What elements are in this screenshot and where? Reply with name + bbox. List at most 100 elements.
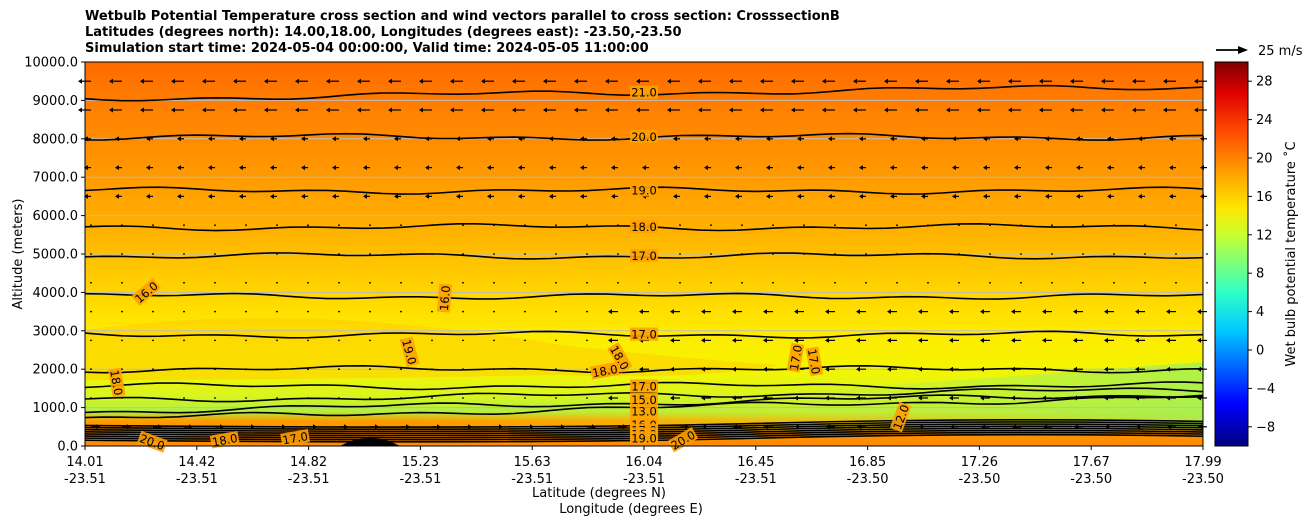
wind-vector <box>524 310 526 313</box>
colorbar-tick-label: 8 <box>1256 267 1264 282</box>
wind-vector-head <box>481 78 485 84</box>
wind-vector-head <box>140 78 144 84</box>
x-tick-label-lat: 16.45 <box>737 455 774 470</box>
x-tick-label-lon: -23.51 <box>64 472 106 487</box>
wind-vector <box>555 281 557 284</box>
y-tick-label: 10000.0 <box>24 56 78 71</box>
wind-vector-head <box>177 165 181 171</box>
wind-vector <box>183 310 185 313</box>
contour-label-bg <box>209 430 240 449</box>
wind-vector-head <box>887 337 891 343</box>
contour-label-bg <box>630 431 658 445</box>
wind-vector-head <box>642 165 646 171</box>
wind-vector-head <box>394 136 398 142</box>
wind-vector-head <box>419 107 423 113</box>
wind-vector-head <box>1166 337 1170 343</box>
wind-vector <box>338 339 340 342</box>
contour-label: 15.0 <box>631 393 657 407</box>
wind-vector-head <box>301 165 305 171</box>
wind-vector <box>369 253 371 255</box>
contour-label-group: 17.0 <box>805 346 824 377</box>
y-tick-label: 0.0 <box>57 440 78 455</box>
wind-vector-head <box>980 309 984 315</box>
wind-vector <box>183 339 185 342</box>
wind-vector <box>586 310 588 313</box>
wind-vector <box>338 368 340 371</box>
wind-vector-head <box>608 337 612 343</box>
wind-vector-head <box>1039 107 1043 113</box>
wind-vector-head <box>1169 165 1173 171</box>
wind-vector <box>245 281 247 284</box>
wind-vector <box>493 310 495 313</box>
wind-vector-head <box>791 78 795 84</box>
x-tick-label-lon: -23.51 <box>176 472 218 487</box>
y-tick-label: 4000.0 <box>33 286 79 301</box>
contour-line <box>84 425 1204 435</box>
wind-vector-head <box>670 395 674 401</box>
wind-vector <box>214 339 216 342</box>
wind-vector <box>90 310 92 313</box>
wind-vector-head <box>1070 78 1074 84</box>
x-tick-label-lat: 17.99 <box>1184 455 1221 470</box>
wind-vector <box>989 253 991 255</box>
y-axis: 0.0 1000.0 2000.0 3000.0 4000.0 5000.0 6000.0 7… <box>24 56 85 455</box>
quiver-key-arrowhead <box>1238 46 1248 54</box>
colorbar-tick-label: 4 <box>1256 305 1264 320</box>
wind-vector <box>431 310 433 313</box>
contour-label: 17.0 <box>281 429 309 447</box>
wind-vector-head <box>983 165 987 171</box>
wind-vector <box>679 281 681 284</box>
wind-vector-head <box>763 337 767 343</box>
wind-vector <box>524 253 526 255</box>
wind-vector <box>245 339 247 342</box>
wind-vector-head <box>270 193 274 199</box>
contour-label-bg <box>630 183 658 197</box>
wind-vector <box>1206 224 1208 227</box>
wind-vector-head <box>605 107 609 113</box>
wind-vector <box>462 224 464 227</box>
wind-vector-head <box>791 107 795 113</box>
wind-vector-head <box>301 193 305 199</box>
wind-vector-head <box>760 107 764 113</box>
wind-vector <box>865 281 867 284</box>
contour-line <box>84 433 1204 443</box>
wind-vector-head <box>1163 78 1167 84</box>
contour-line <box>84 421 1204 430</box>
wind-vector-head <box>326 78 330 84</box>
wind-vector <box>152 310 154 313</box>
wind-vector <box>307 281 309 284</box>
colorbar-tick-label: 0 <box>1256 344 1264 359</box>
wind-vector-head <box>701 309 705 315</box>
wind-vector <box>90 339 92 342</box>
wind-vector-head <box>766 165 770 171</box>
wind-vector-head <box>704 136 708 142</box>
colorbar-tick-label: 16 <box>1256 190 1273 205</box>
wind-vector <box>896 281 898 284</box>
wind-vector <box>555 397 557 399</box>
contour-label-group: 19.0 <box>399 336 420 367</box>
wind-vector-head <box>456 193 460 199</box>
chart-title-line-1: Wetbulb Potential Temperature cross sect… <box>85 9 840 24</box>
wind-vector-head <box>608 309 612 315</box>
wind-vector-head <box>983 193 987 199</box>
wind-vector-head <box>766 193 770 199</box>
contour-line <box>84 429 1204 439</box>
wind-vector <box>462 397 464 399</box>
wind-vector-head <box>1073 337 1077 343</box>
wind-vector-head <box>78 107 82 113</box>
wind-vector-head <box>295 107 299 113</box>
contour-line <box>84 292 1204 300</box>
wind-vector-head <box>760 78 764 84</box>
wind-vector <box>214 281 216 284</box>
wind-vector-head <box>946 107 950 113</box>
wind-vector-head <box>825 337 829 343</box>
wind-vector-head <box>580 165 584 171</box>
wind-vector <box>493 253 495 255</box>
contour-label-bg <box>630 379 658 393</box>
wind-vector-head <box>729 107 733 113</box>
wind-vector-head <box>1101 78 1105 84</box>
chart-title-line-2: Latitudes (degrees north): 14.00,18.00, … <box>85 25 682 40</box>
wind-vector-head <box>543 78 547 84</box>
x-tick-label-lat: 15.63 <box>514 455 551 470</box>
